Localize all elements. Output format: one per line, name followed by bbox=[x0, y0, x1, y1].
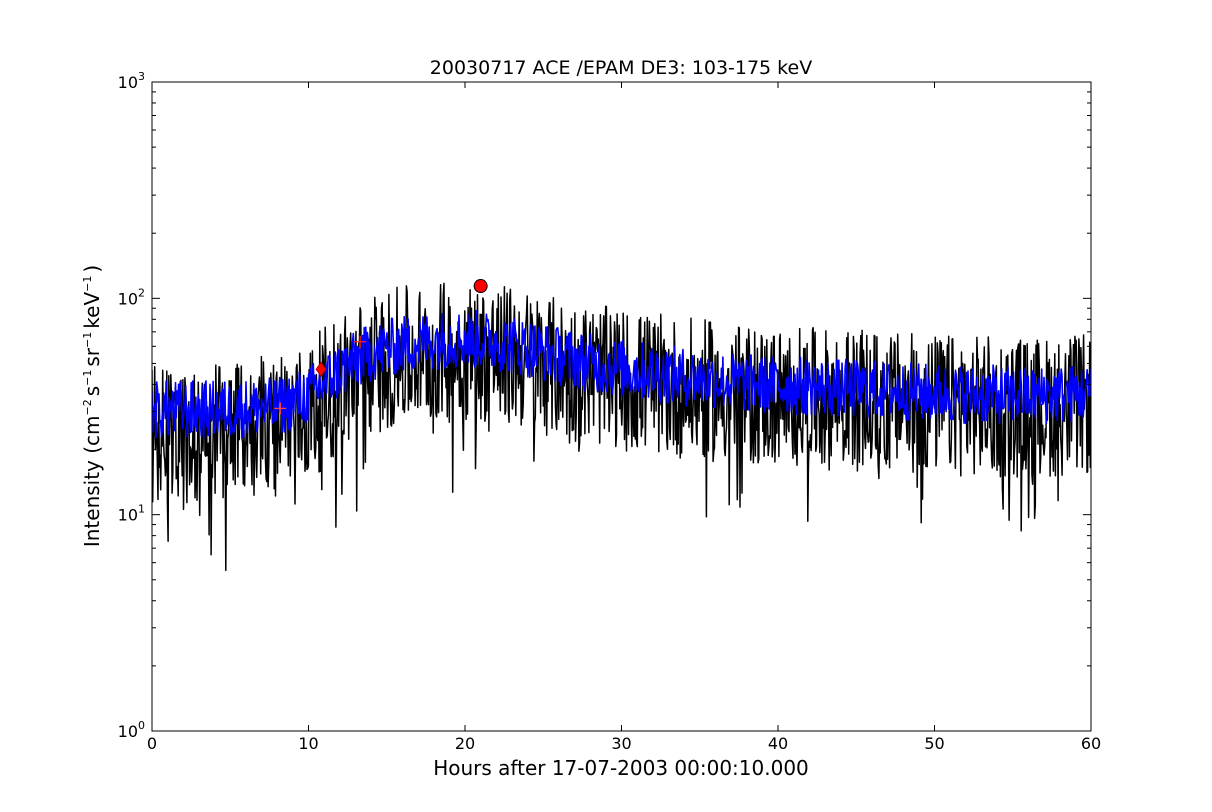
x-tick-label: 0 bbox=[147, 734, 157, 753]
y-label-sup-1: −2 bbox=[81, 399, 94, 415]
marker-diamond-2 bbox=[315, 361, 327, 377]
marker-layer bbox=[274, 279, 488, 415]
marker-plus-1 bbox=[274, 402, 287, 415]
y-tick-label: 101 bbox=[118, 503, 145, 525]
chart-title: 20030717 ACE /EPAM DE3: 103-175 keV bbox=[430, 57, 812, 79]
series-layer bbox=[152, 282, 1091, 572]
y-axis-label: Intensity (cm−2s−1sr−1keV−1) bbox=[80, 265, 104, 547]
y-label-sup-2: −1 bbox=[81, 370, 94, 386]
x-tick-label: 50 bbox=[924, 734, 944, 753]
y-label-text: Intensity (cm bbox=[80, 415, 104, 547]
x-axis-label: Hours after 17-07-2003 00:00:10.000 bbox=[433, 756, 809, 780]
y-tick-label: 103 bbox=[118, 70, 145, 92]
y-tick-label: 100 bbox=[118, 719, 145, 741]
y-label-unit-s: s bbox=[80, 386, 104, 396]
x-tick-label: 20 bbox=[455, 734, 475, 753]
y-label-unit-sr: sr bbox=[80, 347, 104, 366]
x-tick-label: 40 bbox=[768, 734, 788, 753]
y-label-unit-kev: keV bbox=[80, 292, 104, 329]
marker-plus-3 bbox=[354, 335, 367, 348]
x-tick-label: 60 bbox=[1081, 734, 1101, 753]
y-label-close: ) bbox=[80, 265, 104, 273]
y-label-sup-3: −1 bbox=[81, 332, 94, 348]
marker-circle-4 bbox=[473, 279, 488, 294]
y-label-sup-4: −1 bbox=[81, 276, 94, 292]
x-tick-label: 10 bbox=[298, 734, 318, 753]
y-tick-label: 102 bbox=[118, 286, 145, 308]
x-tick-label: 30 bbox=[611, 734, 631, 753]
series-smoothed-line bbox=[152, 310, 1091, 439]
tick-layer: 0 10 20 30 40 50 60 100 101 102 103 bbox=[118, 70, 1102, 753]
